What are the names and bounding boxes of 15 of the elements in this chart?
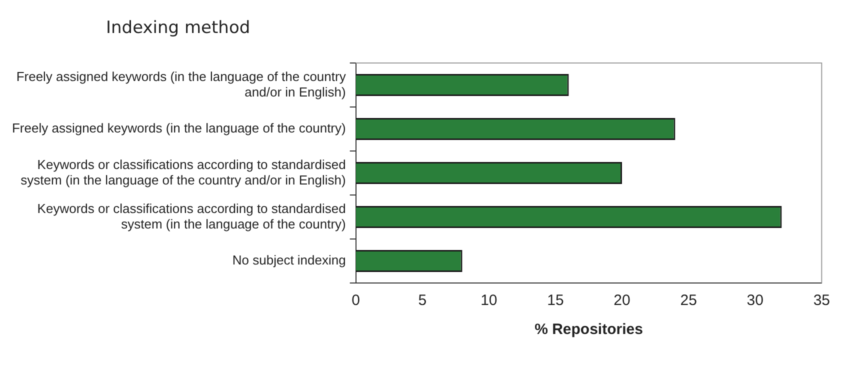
x-tick-label: 25 [680,292,697,310]
y-tick-label: No subject indexing [232,252,346,268]
x-tick-label: 10 [480,292,498,310]
x-tick-label: 5 [418,292,427,310]
text: Indexing method [106,18,250,38]
x-axis-title: % Repositories [534,321,643,338]
x-tick-label: 20 [614,292,630,310]
y-tick-label: Freely assigned keywords (in the language of the country and/or in English) [16,68,346,100]
x-tick-label: 35 [813,292,830,310]
y-tick-label: Keywords or classifications according to standardised system (in the language of the country) [37,200,346,232]
x-tick-label: 30 [746,292,764,310]
x-tick-label: 15 [547,292,564,310]
y-tick-label: Freely assigned keywords (in the language of the country) [12,120,346,136]
x-tick-label: 0 [352,292,360,310]
y-tick-label: Keywords or classifications according to standardised system (in the language of the country and/or in English) [20,156,346,188]
